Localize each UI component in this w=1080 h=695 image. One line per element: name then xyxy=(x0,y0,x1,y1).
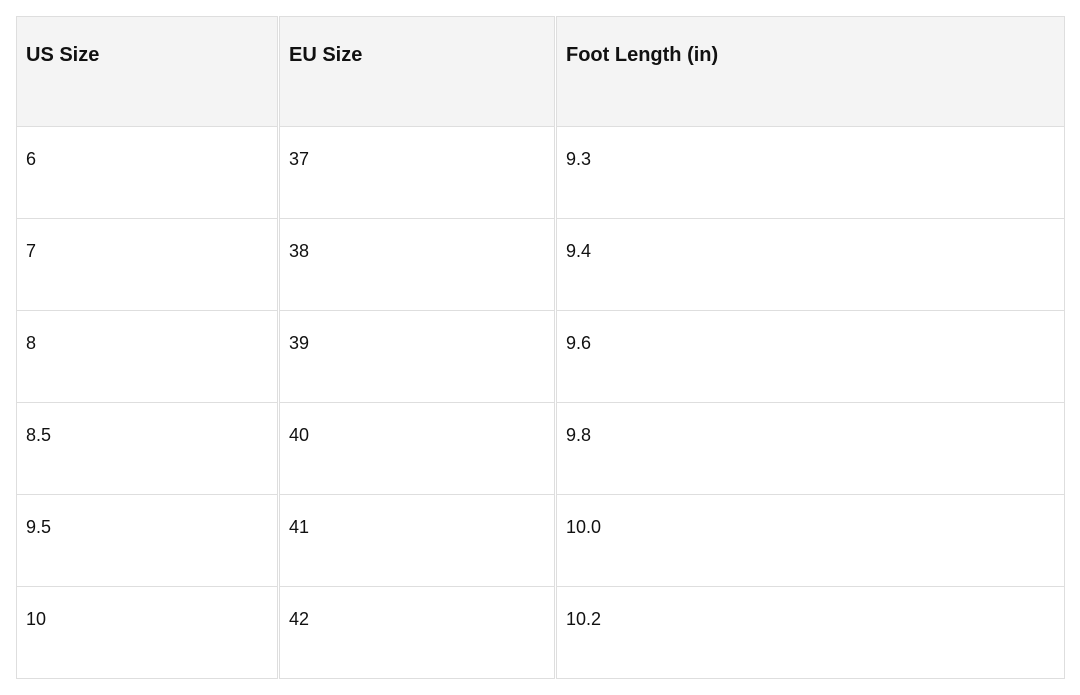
table-cell: 42 xyxy=(279,587,555,679)
table-cell: 9.5 xyxy=(16,495,278,587)
table-cell: 40 xyxy=(279,403,555,495)
table-cell: 9.8 xyxy=(556,403,1065,495)
table-cell: 10 xyxy=(16,587,278,679)
column-header: US Size xyxy=(16,16,278,127)
table-cell: 6 xyxy=(16,127,278,219)
table-cell: 8.5 xyxy=(16,403,278,495)
size-chart-table: US Size EU Size Foot Length (in) 6 37 9.3 7 38 9… xyxy=(16,16,1065,679)
table-cell: 39 xyxy=(279,311,555,403)
table-cell: 9.3 xyxy=(556,127,1065,219)
table-cell: 10.2 xyxy=(556,587,1065,679)
table-cell: 9.4 xyxy=(556,219,1065,311)
table-cell: 10.0 xyxy=(556,495,1065,587)
table-cell: 9.6 xyxy=(556,311,1065,403)
table-cell: 38 xyxy=(279,219,555,311)
table-cell: 41 xyxy=(279,495,555,587)
table-cell: 7 xyxy=(16,219,278,311)
table-cell: 8 xyxy=(16,311,278,403)
table-cell: 37 xyxy=(279,127,555,219)
column-header: Foot Length (in) xyxy=(556,16,1065,127)
column-header: EU Size xyxy=(279,16,555,127)
